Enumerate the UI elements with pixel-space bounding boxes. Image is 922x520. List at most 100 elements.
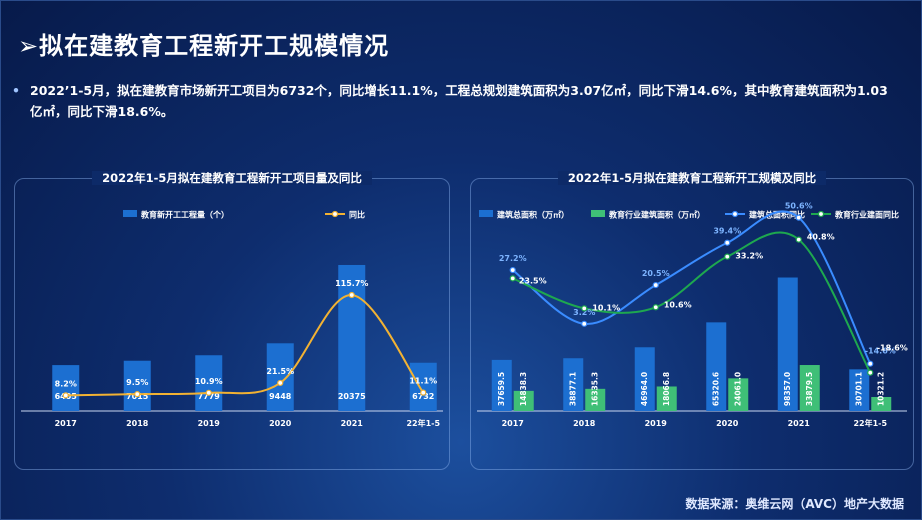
bar-edu-label-2020: 24061.0	[733, 372, 742, 406]
yoy-point-2019	[205, 389, 212, 396]
legend-label-total-area: 建筑总面积（万㎡）	[496, 210, 569, 220]
page-title-text: 拟在建教育工程新开工规模情况	[39, 32, 390, 60]
bar-2020	[266, 343, 294, 411]
bullet-dot-icon: •	[12, 83, 20, 98]
legend-swatch-bars	[123, 210, 137, 217]
yoy-point-2018	[134, 391, 141, 398]
legend-marker-yoy	[331, 210, 339, 218]
total-yoy-point-2019	[652, 281, 659, 289]
x-tick-2021: 2021	[788, 419, 811, 428]
bar-value-label-2020: 9448	[269, 392, 292, 401]
yoy-line	[65, 294, 425, 397]
bar-total-label-2020: 65320.6	[711, 372, 720, 406]
legend-label-bars: 教育新开工工程量（个）	[140, 210, 229, 220]
total-yoy-point-2017	[509, 266, 516, 274]
total-yoy-point-2018	[581, 320, 588, 327]
legend-marker-edu-yoy	[817, 210, 825, 218]
bar-total-label-2017: 37659.5	[497, 372, 506, 406]
yoy-label-2017: 8.2%	[55, 379, 77, 388]
bar-edu-label-22年1-5: 10321.2	[876, 372, 885, 406]
edu-yoy-label-2020: 33.2%	[735, 252, 763, 261]
x-tick-2020: 2020	[269, 419, 292, 428]
bar-total-label-2019: 46964.0	[640, 372, 649, 406]
bar-edu-22年1-5	[871, 396, 892, 411]
bar-edu-label-2018: 16335.3	[590, 372, 599, 406]
x-tick-2017: 2017	[502, 419, 524, 428]
bar-value-label-22年1-5: 6732	[412, 392, 434, 401]
chart-panel-area: 2022年1-5月拟在建教育工程新开工规模及同比 建筑总面积（万㎡） 教育行业建筑…	[470, 171, 914, 470]
bar-total-2020	[706, 322, 727, 411]
bar-2017	[52, 365, 80, 411]
edu-yoy-label-2017: 23.5%	[519, 276, 547, 285]
total-yoy-line	[512, 210, 872, 365]
bar-edu-2017	[513, 390, 534, 411]
bar-total-label-22年1-5: 30701.1	[854, 372, 863, 406]
bar-edu-2021	[799, 365, 820, 411]
edu-yoy-point-2018	[581, 305, 588, 312]
yoy-label-2020: 21.5%	[266, 367, 294, 376]
total-yoy-label-2018: 3.2%	[573, 308, 595, 317]
yoy-point-2020	[277, 379, 284, 387]
area-chart: 建筑总面积（万㎡） 教育行业建筑面积（万㎡） 建筑总面积同比 教育行业建面同比 3765…	[477, 202, 908, 428]
bar-total-2018	[563, 358, 584, 411]
legend-swatch-edu-area	[591, 210, 605, 217]
total-yoy-label-2020: 39.4%	[713, 227, 741, 236]
total-yoy-label-22年1-5: -14.6%	[865, 347, 896, 356]
x-tick-22年1-5: 22年1-5	[853, 418, 887, 428]
yoy-point-22年1-5	[420, 389, 427, 396]
bar-total-label-2018: 38877.1	[568, 372, 577, 406]
edu-yoy-point-2019	[652, 304, 659, 311]
bar-2019	[195, 355, 223, 411]
x-tick-2017: 2017	[55, 419, 77, 428]
bar-22年1-5	[409, 362, 437, 411]
bar-edu-2019	[656, 386, 677, 411]
summary-text: 2022’1-5月，拟在建教育市场新开工项目为6732个，同比增长11.1%，工…	[30, 83, 888, 119]
edu-yoy-point-2020	[724, 253, 731, 260]
bar-total-label-2021: 98357.0	[783, 372, 792, 406]
total-yoy-point-22年1-5	[867, 360, 874, 367]
yoy-label-22年1-5: 11.1%	[409, 377, 437, 386]
edu-yoy-label-2019: 10.6%	[664, 300, 692, 309]
yoy-label-2018: 9.5%	[126, 378, 148, 387]
edu-yoy-label-22年1-5: -18.6%	[877, 344, 908, 353]
edu-yoy-point-22年1-5	[867, 369, 874, 376]
bar-edu-label-2017: 14838.3	[519, 372, 528, 406]
x-tick-2019: 2019	[198, 419, 221, 428]
total-yoy-label-2019: 20.5%	[642, 269, 670, 278]
chart-title-projects: 2022年1-5月拟在建教育工程新开工项目量及同比	[15, 170, 449, 186]
total-yoy-label-2017: 27.2%	[499, 254, 527, 263]
yoy-point-2017	[62, 392, 69, 399]
bar-total-2017	[491, 359, 512, 411]
edu-yoy-label-2018: 10.1%	[592, 303, 620, 312]
bar-edu-label-2021: 33879.5	[805, 372, 814, 406]
summary-bullet: • 2022’1-5月，拟在建教育市场新开工项目为6732个，同比增长11.1%…	[12, 80, 890, 122]
legend-swatch-total-area	[479, 210, 493, 217]
legend-label-total-yoy: 建筑总面积同比	[748, 210, 805, 220]
total-yoy-point-2020	[724, 239, 731, 246]
bar-edu-2018	[585, 388, 606, 411]
legend-label-edu-yoy: 教育行业建面同比	[834, 210, 899, 220]
legend-label-yoy: 同比	[349, 210, 365, 220]
legend-label-edu-area: 教育行业建筑面积（万㎡）	[608, 210, 705, 220]
data-source: 数据来源：奥维云网（AVC）地产大数据	[685, 497, 904, 511]
projects-chart: 教育新开工工程量（个）同比640520177015201877792019944…	[21, 210, 443, 428]
page-title: ➢拟在建教育工程新开工规模情况	[18, 32, 390, 60]
chart-title-area: 2022年1-5月拟在建教育工程新开工规模及同比	[471, 170, 913, 186]
yoy-point-2021	[348, 291, 355, 299]
bar-total-2019	[634, 347, 655, 411]
bar-total-2021	[777, 277, 798, 411]
x-tick-2021: 2021	[341, 419, 364, 428]
bar-value-label-2021: 20375	[338, 392, 366, 401]
legend-marker-total-yoy	[731, 210, 739, 218]
x-tick-2018: 2018	[573, 419, 596, 428]
chart-title-projects-text: 2022年1-5月拟在建教育工程新开工项目量及同比	[92, 171, 372, 185]
bar-edu-label-2019: 18066.8	[662, 372, 671, 406]
x-tick-2019: 2019	[645, 419, 668, 428]
edu-yoy-label-2021: 40.8%	[807, 233, 835, 242]
bar-value-label-2019: 7779	[198, 392, 221, 401]
bar-edu-2020	[728, 378, 749, 411]
x-tick-22年1-5: 22年1-5	[406, 418, 440, 428]
yoy-label-2019: 10.9%	[195, 377, 223, 386]
yoy-label-2021: 115.7%	[335, 279, 368, 288]
edu-yoy-point-2017	[509, 275, 516, 282]
